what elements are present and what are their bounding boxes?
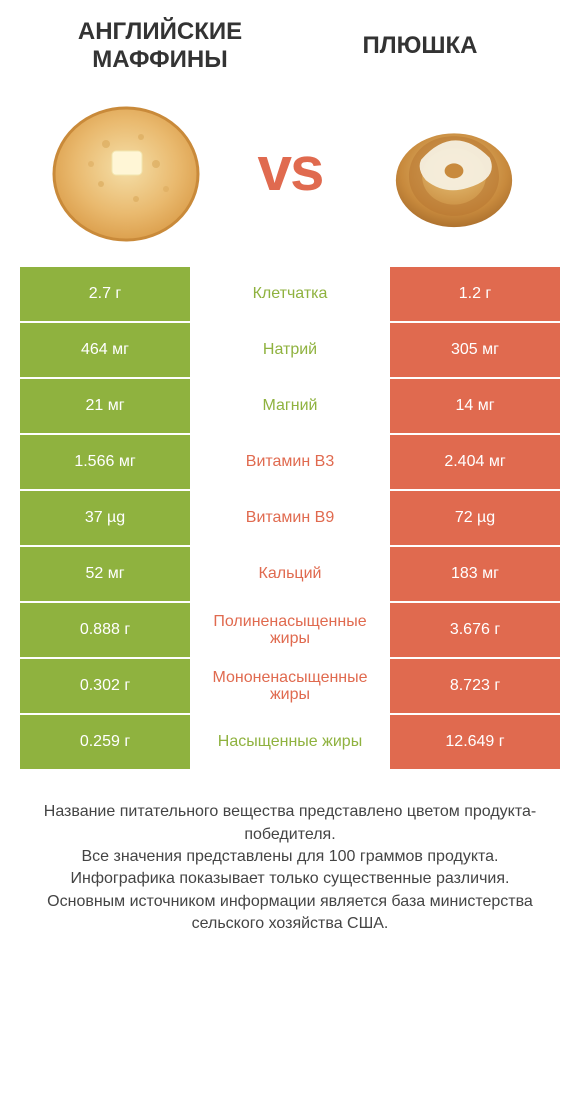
nutrient-name: Витамин B3: [190, 435, 390, 489]
left-value-cell: 0.302 г: [20, 659, 190, 713]
nutrient-name: Мононенасыщенные жиры: [190, 659, 390, 713]
nutrient-name: Кальций: [190, 547, 390, 601]
footer-line: Инфографика показывает только существенн…: [30, 868, 550, 890]
footer-line: Все значения представлены для 100 граммо…: [30, 846, 550, 868]
table-row: 464 мгНатрий305 мг: [20, 323, 560, 379]
nutrient-name: Витамин B9: [190, 491, 390, 545]
right-food-title: ПЛЮШКА: [290, 32, 550, 60]
left-food-image: [46, 89, 206, 249]
right-value-cell: 1.2 г: [390, 267, 560, 321]
table-row: 2.7 гКлетчатка1.2 г: [20, 267, 560, 323]
right-value-cell: 3.676 г: [390, 603, 560, 657]
right-food-image: [374, 89, 534, 249]
nutrient-name: Магний: [190, 379, 390, 433]
left-value-cell: 52 мг: [20, 547, 190, 601]
table-row: 52 мгКальций183 мг: [20, 547, 560, 603]
table-row: 0.302 гМононенасыщенные жиры8.723 г: [20, 659, 560, 715]
right-value-cell: 72 µg: [390, 491, 560, 545]
left-value-cell: 37 µg: [20, 491, 190, 545]
right-value-cell: 14 мг: [390, 379, 560, 433]
table-row: 37 µgВитамин B972 µg: [20, 491, 560, 547]
table-row: 0.259 гНасыщенные жиры12.649 г: [20, 715, 560, 771]
left-value-cell: 464 мг: [20, 323, 190, 377]
nutrient-name: Натрий: [190, 323, 390, 377]
footer-text: Название питательного вещества представл…: [0, 771, 580, 935]
header-row: АНГЛИЙСКИЕ МАФФИНЫ ПЛЮШКА: [0, 0, 580, 79]
infographic: АНГЛИЙСКИЕ МАФФИНЫ ПЛЮШКА: [0, 0, 580, 1114]
right-value-cell: 8.723 г: [390, 659, 560, 713]
left-value-cell: 21 мг: [20, 379, 190, 433]
nutrient-name: Клетчатка: [190, 267, 390, 321]
comparison-table: 2.7 гКлетчатка1.2 г464 мгНатрий305 мг21 …: [0, 267, 580, 771]
left-food-title: АНГЛИЙСКИЕ МАФФИНЫ: [30, 18, 290, 73]
images-row: vs: [0, 79, 580, 267]
left-value-cell: 2.7 г: [20, 267, 190, 321]
table-row: 21 мгМагний14 мг: [20, 379, 560, 435]
right-value-cell: 12.649 г: [390, 715, 560, 769]
left-value-cell: 1.566 мг: [20, 435, 190, 489]
nutrient-name: Полиненасыщенные жиры: [190, 603, 390, 657]
table-row: 1.566 мгВитамин B32.404 мг: [20, 435, 560, 491]
table-row: 0.888 гПолиненасыщенные жиры3.676 г: [20, 603, 560, 659]
left-value-cell: 0.888 г: [20, 603, 190, 657]
right-value-cell: 305 мг: [390, 323, 560, 377]
left-value-cell: 0.259 г: [20, 715, 190, 769]
footer-line: Основным источником информации является …: [30, 891, 550, 936]
vs-label: vs: [258, 134, 323, 205]
right-value-cell: 2.404 мг: [390, 435, 560, 489]
right-value-cell: 183 мг: [390, 547, 560, 601]
footer-line: Название питательного вещества представл…: [30, 801, 550, 846]
nutrient-name: Насыщенные жиры: [190, 715, 390, 769]
